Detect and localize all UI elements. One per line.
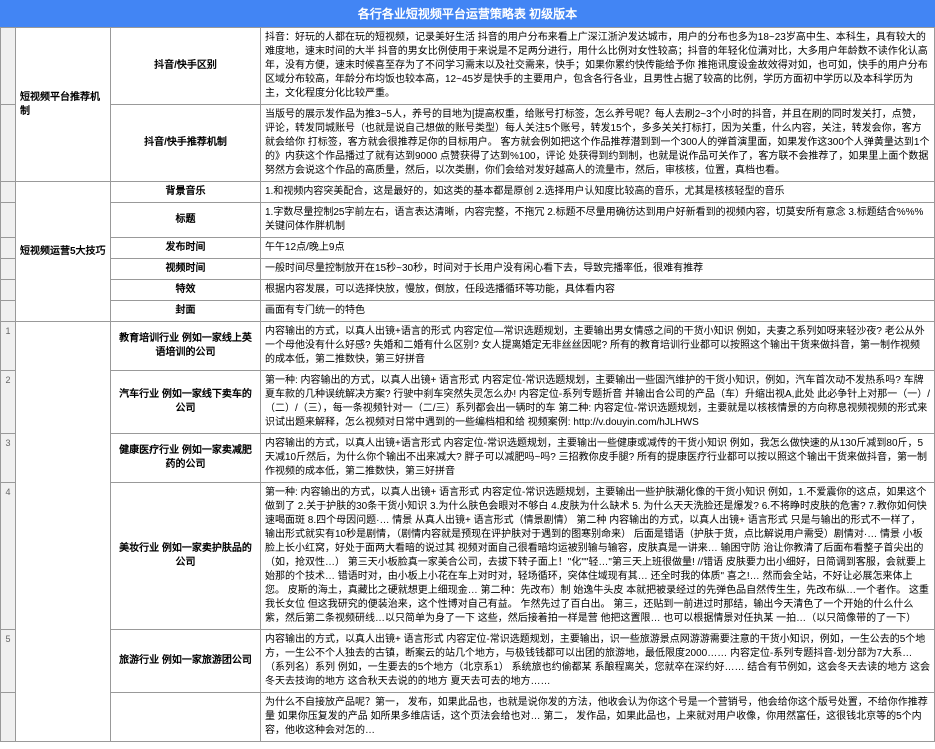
row-number (1, 203, 16, 238)
cell-content: 一般时间尽量控制放开在15秒~30秒，时间对于长用户没有闲心看下去，导致完播率低… (261, 259, 935, 280)
row-label: 旅游行业 例如一家旅游团公司 (111, 630, 261, 693)
row-label: 标题 (111, 203, 261, 238)
row-number: 5 (1, 630, 16, 693)
row-label (111, 693, 261, 742)
cell-content: 1.和视频内容突美配合，这是最好的，如这类的基本都是原创 2.选择用户认知度比较… (261, 182, 935, 203)
cell-content: 第一种: 内容输出的方式，以真人出镜+ 语言形式 内容定位-常识选题规划，主要输… (261, 483, 935, 630)
section-industries (16, 322, 111, 742)
main-table: 短视频平台推荐机制 抖音/快手区别 抖音：好玩的人都在玩的短视频，记录美好生活 … (0, 27, 935, 742)
page-title: 各行各业短视频平台运营策略表 初级版本 (0, 0, 935, 27)
cell-content: 内容输出的方式，以真人出镜+ 语言形式 内容定位-常识选题规划，主要输出，识一些… (261, 630, 935, 693)
row-number: 2 (1, 371, 16, 434)
row-number (1, 182, 16, 203)
row-number (1, 28, 16, 105)
row-label: 汽车行业 例如一家线下卖车的公司 (111, 371, 261, 434)
section-skills: 短视频运营5大技巧 (16, 182, 111, 322)
row-label: 抖音/快手推荐机制 (111, 105, 261, 182)
row-label: 发布时间 (111, 238, 261, 259)
row-number: 3 (1, 434, 16, 483)
cell-content: 内容输出的方式，以真人出镜+语言的形式 内容定位—常识选题规划，主要输出男女情感… (261, 322, 935, 371)
cell-content: 内容输出的方式，以真人出镜+语言形式 内容定位-常识选题规划，主要输出一些健康或… (261, 434, 935, 483)
cell-content: 当版号的展示发作品为推3~5人，养号的目地为[提高权重，给账号打标签，怎么养号呢… (261, 105, 935, 182)
cell-content: 抖音：好玩的人都在玩的短视频，记录美好生活 抖音的用户分布来看上广深江浙沪发达城… (261, 28, 935, 105)
cell-content: 根据内容发展，可以选择快放，慢放，倒放，任段选播循环等功能，具体看内容 (261, 280, 935, 301)
row-label: 健康医疗行业 例如一家卖减肥药的公司 (111, 434, 261, 483)
row-number: 4 (1, 483, 16, 630)
row-label: 美妆行业 例如一家卖护肤品的公司 (111, 483, 261, 630)
row-number (1, 259, 16, 280)
cell-content: 画面有专门统一的特色 (261, 301, 935, 322)
row-label: 背景音乐 (111, 182, 261, 203)
row-number (1, 238, 16, 259)
row-number (1, 280, 16, 301)
row-number (1, 693, 16, 742)
cell-content: 为什么不自接放产品呢？第一， 发布，如果此品也，也就是说你发的方法，他收会认为你… (261, 693, 935, 742)
row-number (1, 105, 16, 182)
cell-content: 第一种: 内容输出的方式，以真人出镜+ 语言形式 内容定位-常识选题规划，主要输… (261, 371, 935, 434)
row-label: 抖音/快手区别 (111, 28, 261, 105)
row-number: 1 (1, 322, 16, 371)
section-platform: 短视频平台推荐机制 (16, 28, 111, 182)
row-label: 视频时间 (111, 259, 261, 280)
row-number (1, 301, 16, 322)
row-label: 封面 (111, 301, 261, 322)
cell-content: 1.字数尽量控制25字前左右，语言表达清晰，内容完整，不拖冗 2.标题不尽量用确… (261, 203, 935, 238)
cell-content: 午午12点/晚上9点 (261, 238, 935, 259)
row-label: 特效 (111, 280, 261, 301)
row-label: 教育培训行业 例如一家线上英语培训的公司 (111, 322, 261, 371)
